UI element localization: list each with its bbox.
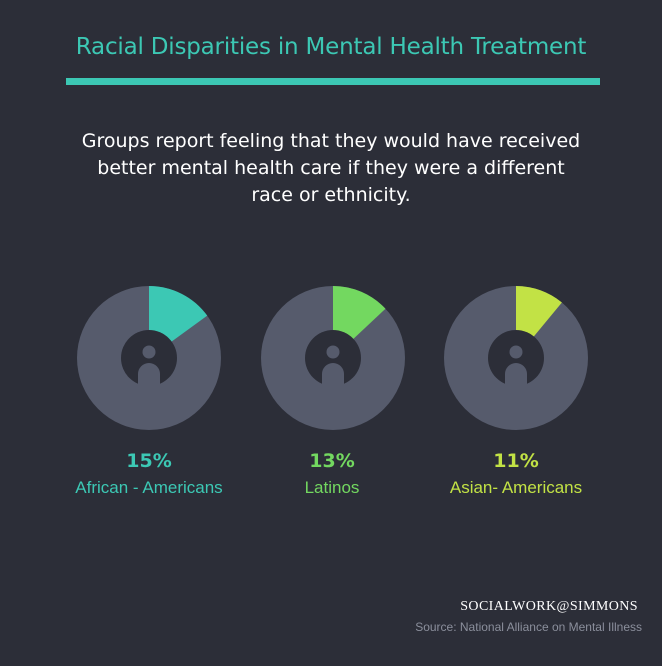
- value-label-african-americans: 15%: [126, 450, 172, 472]
- donut-asian-americans: [444, 286, 588, 430]
- category-label-asian-americans: Asian- Americans: [449, 478, 583, 497]
- donut-charts: [77, 286, 588, 430]
- person-icon: [138, 345, 160, 388]
- person-icon: [322, 345, 344, 388]
- value-label-asian-americans: 11%: [493, 450, 539, 472]
- donut-latinos: [261, 286, 405, 430]
- donut-african-americans: [77, 286, 221, 430]
- source-note: Source: National Alliance on Mental Illn…: [415, 620, 642, 634]
- page-title: Racial Disparities in Mental Health Trea…: [75, 34, 587, 60]
- person-icon: [505, 345, 527, 388]
- category-label-african-americans: African - Americans: [75, 478, 223, 497]
- title-underline: [66, 78, 600, 85]
- brand-logo-text: SOCIALWORK@SIMMONS: [460, 599, 638, 614]
- value-label-latinos: 13%: [309, 450, 355, 472]
- category-label-latinos: Latinos: [304, 478, 360, 497]
- chart-subtitle: Groups report feeling that they would ha…: [81, 130, 581, 206]
